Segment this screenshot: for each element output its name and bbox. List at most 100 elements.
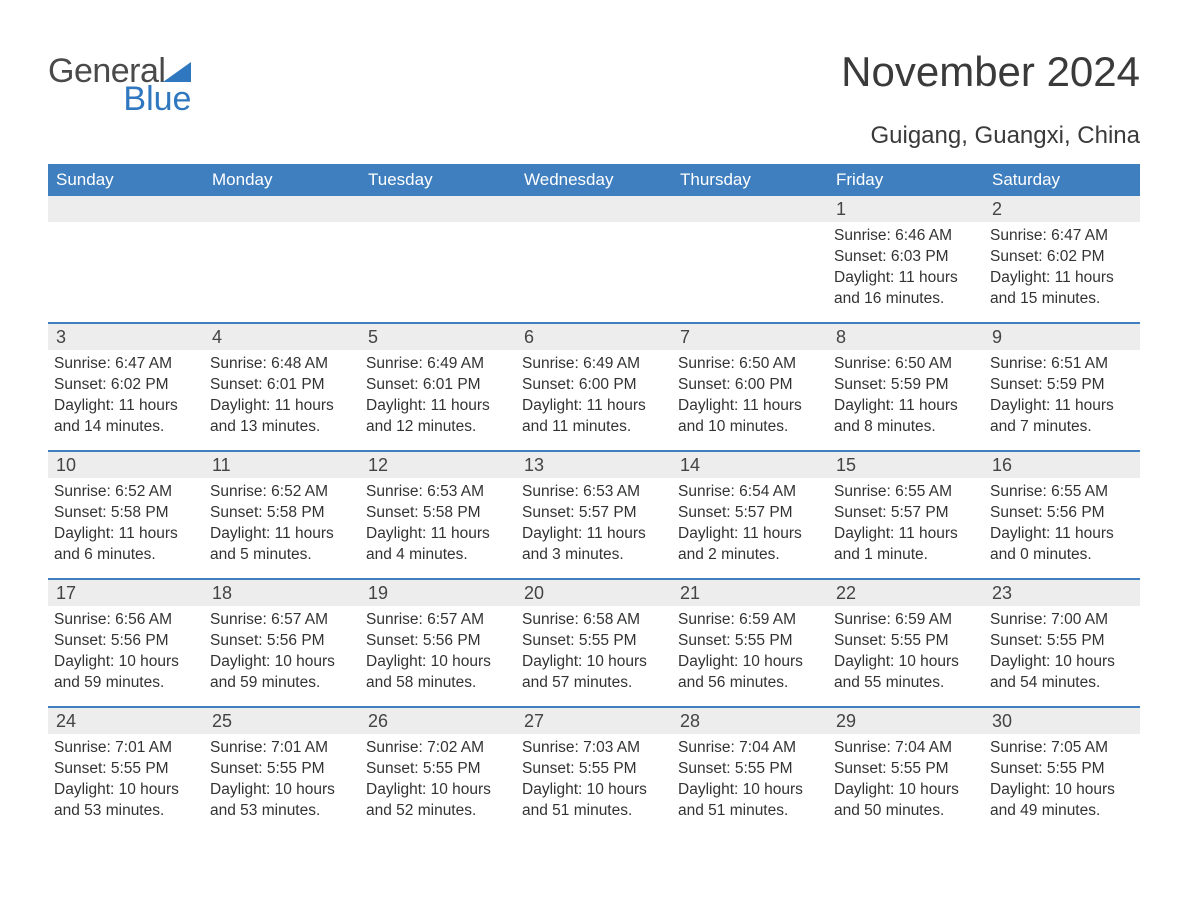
day-cell xyxy=(48,196,204,322)
month-title: November 2024 xyxy=(841,48,1140,96)
day-number: 16 xyxy=(984,452,1140,478)
daylight-text: Daylight: 11 hours and 2 minutes. xyxy=(678,524,822,566)
day-cell: 18Sunrise: 6:57 AMSunset: 5:56 PMDayligh… xyxy=(204,580,360,706)
day-cell: 28Sunrise: 7:04 AMSunset: 5:55 PMDayligh… xyxy=(672,708,828,836)
sunrise-text: Sunrise: 7:00 AM xyxy=(990,610,1134,631)
day-cell: 25Sunrise: 7:01 AMSunset: 5:55 PMDayligh… xyxy=(204,708,360,836)
day-cell: 11Sunrise: 6:52 AMSunset: 5:58 PMDayligh… xyxy=(204,452,360,578)
day-cell xyxy=(360,196,516,322)
day-number: 11 xyxy=(204,452,360,478)
daylight-text: Daylight: 10 hours and 53 minutes. xyxy=(54,780,198,822)
sunrise-text: Sunrise: 7:03 AM xyxy=(522,738,666,759)
calendar-table: Sunday Monday Tuesday Wednesday Thursday… xyxy=(48,164,1140,836)
day-cell: 20Sunrise: 6:58 AMSunset: 5:55 PMDayligh… xyxy=(516,580,672,706)
day-number: 27 xyxy=(516,708,672,734)
week-row: 10Sunrise: 6:52 AMSunset: 5:58 PMDayligh… xyxy=(48,452,1140,580)
day-number: 14 xyxy=(672,452,828,478)
weekday-col-mon: Monday xyxy=(204,164,360,196)
day-cell: 23Sunrise: 7:00 AMSunset: 5:55 PMDayligh… xyxy=(984,580,1140,706)
day-cell: 29Sunrise: 7:04 AMSunset: 5:55 PMDayligh… xyxy=(828,708,984,836)
brand-logo: General Blue xyxy=(48,48,191,116)
day-cell: 3Sunrise: 6:47 AMSunset: 6:02 PMDaylight… xyxy=(48,324,204,450)
sunrise-text: Sunrise: 7:05 AM xyxy=(990,738,1134,759)
day-cell: 27Sunrise: 7:03 AMSunset: 5:55 PMDayligh… xyxy=(516,708,672,836)
sunrise-text: Sunrise: 7:01 AM xyxy=(210,738,354,759)
day-number: 3 xyxy=(48,324,204,350)
day-number: 15 xyxy=(828,452,984,478)
empty-day-strip xyxy=(48,196,204,222)
day-cell: 22Sunrise: 6:59 AMSunset: 5:55 PMDayligh… xyxy=(828,580,984,706)
weekday-col-sun: Sunday xyxy=(48,164,204,196)
daylight-text: Daylight: 11 hours and 11 minutes. xyxy=(522,396,666,438)
day-number: 21 xyxy=(672,580,828,606)
daylight-text: Daylight: 10 hours and 58 minutes. xyxy=(366,652,510,694)
sunset-text: Sunset: 5:56 PM xyxy=(54,631,198,652)
daylight-text: Daylight: 10 hours and 59 minutes. xyxy=(210,652,354,694)
daylight-text: Daylight: 10 hours and 56 minutes. xyxy=(678,652,822,694)
sunset-text: Sunset: 5:55 PM xyxy=(366,759,510,780)
day-number: 28 xyxy=(672,708,828,734)
sunrise-text: Sunrise: 6:50 AM xyxy=(834,354,978,375)
sunset-text: Sunset: 5:58 PM xyxy=(366,503,510,524)
day-number: 25 xyxy=(204,708,360,734)
day-number: 13 xyxy=(516,452,672,478)
daylight-text: Daylight: 11 hours and 0 minutes. xyxy=(990,524,1134,566)
daylight-text: Daylight: 11 hours and 16 minutes. xyxy=(834,268,978,310)
sunset-text: Sunset: 5:57 PM xyxy=(522,503,666,524)
day-cell: 1Sunrise: 6:46 AMSunset: 6:03 PMDaylight… xyxy=(828,196,984,322)
day-cell xyxy=(204,196,360,322)
daylight-text: Daylight: 10 hours and 57 minutes. xyxy=(522,652,666,694)
sunrise-text: Sunrise: 6:57 AM xyxy=(366,610,510,631)
day-cell: 17Sunrise: 6:56 AMSunset: 5:56 PMDayligh… xyxy=(48,580,204,706)
week-row: 1Sunrise: 6:46 AMSunset: 6:03 PMDaylight… xyxy=(48,196,1140,324)
daylight-text: Daylight: 11 hours and 15 minutes. xyxy=(990,268,1134,310)
day-cell xyxy=(672,196,828,322)
daylight-text: Daylight: 10 hours and 49 minutes. xyxy=(990,780,1134,822)
sunrise-text: Sunrise: 6:50 AM xyxy=(678,354,822,375)
daylight-text: Daylight: 11 hours and 1 minute. xyxy=(834,524,978,566)
day-number: 2 xyxy=(984,196,1140,222)
week-row: 3Sunrise: 6:47 AMSunset: 6:02 PMDaylight… xyxy=(48,324,1140,452)
sunrise-text: Sunrise: 7:01 AM xyxy=(54,738,198,759)
daylight-text: Daylight: 11 hours and 7 minutes. xyxy=(990,396,1134,438)
sunset-text: Sunset: 5:59 PM xyxy=(990,375,1134,396)
day-number: 8 xyxy=(828,324,984,350)
empty-day-strip xyxy=(360,196,516,222)
sunset-text: Sunset: 5:55 PM xyxy=(54,759,198,780)
sunrise-text: Sunrise: 6:49 AM xyxy=(522,354,666,375)
sunset-text: Sunset: 5:55 PM xyxy=(990,631,1134,652)
day-number: 12 xyxy=(360,452,516,478)
sunset-text: Sunset: 5:57 PM xyxy=(834,503,978,524)
sunset-text: Sunset: 5:55 PM xyxy=(834,631,978,652)
day-cell: 4Sunrise: 6:48 AMSunset: 6:01 PMDaylight… xyxy=(204,324,360,450)
day-number: 10 xyxy=(48,452,204,478)
title-block: November 2024 xyxy=(841,48,1140,96)
day-cell: 30Sunrise: 7:05 AMSunset: 5:55 PMDayligh… xyxy=(984,708,1140,836)
empty-day-strip xyxy=(204,196,360,222)
day-cell: 6Sunrise: 6:49 AMSunset: 6:00 PMDaylight… xyxy=(516,324,672,450)
logo-text: General Blue xyxy=(48,48,191,116)
day-number: 4 xyxy=(204,324,360,350)
sunrise-text: Sunrise: 6:55 AM xyxy=(990,482,1134,503)
sunrise-text: Sunrise: 6:51 AM xyxy=(990,354,1134,375)
daylight-text: Daylight: 11 hours and 12 minutes. xyxy=(366,396,510,438)
day-cell: 7Sunrise: 6:50 AMSunset: 6:00 PMDaylight… xyxy=(672,324,828,450)
weeks-container: 1Sunrise: 6:46 AMSunset: 6:03 PMDaylight… xyxy=(48,196,1140,836)
sunset-text: Sunset: 5:56 PM xyxy=(210,631,354,652)
day-number: 26 xyxy=(360,708,516,734)
sunset-text: Sunset: 5:55 PM xyxy=(522,631,666,652)
day-cell: 12Sunrise: 6:53 AMSunset: 5:58 PMDayligh… xyxy=(360,452,516,578)
weekday-col-thu: Thursday xyxy=(672,164,828,196)
sunrise-text: Sunrise: 6:55 AM xyxy=(834,482,978,503)
sunrise-text: Sunrise: 6:47 AM xyxy=(990,226,1134,247)
weekday-header-row: Sunday Monday Tuesday Wednesday Thursday… xyxy=(48,164,1140,196)
header-row: General Blue November 2024 xyxy=(48,48,1140,116)
sunset-text: Sunset: 5:56 PM xyxy=(990,503,1134,524)
day-cell: 21Sunrise: 6:59 AMSunset: 5:55 PMDayligh… xyxy=(672,580,828,706)
day-number: 22 xyxy=(828,580,984,606)
weekday-col-tue: Tuesday xyxy=(360,164,516,196)
sunrise-text: Sunrise: 6:53 AM xyxy=(522,482,666,503)
daylight-text: Daylight: 10 hours and 52 minutes. xyxy=(366,780,510,822)
weekday-col-wed: Wednesday xyxy=(516,164,672,196)
sunset-text: Sunset: 6:02 PM xyxy=(990,247,1134,268)
